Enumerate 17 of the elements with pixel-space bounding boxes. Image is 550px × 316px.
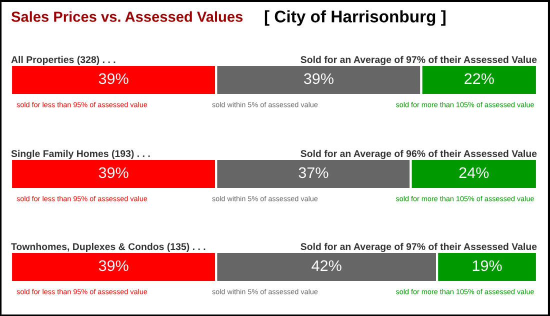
data-label: 39% xyxy=(98,73,128,84)
data-label: 24% xyxy=(459,167,489,178)
chart-subtitle: Sold for an Average of 97% of their Assessed Value xyxy=(300,56,537,65)
data-label: 42% xyxy=(312,260,342,272)
chart-title: All Properties (328) . . . xyxy=(11,56,116,65)
data-label: 39% xyxy=(304,73,334,84)
chart-title: Townhomes, Duplexes & Condos (135) . . . xyxy=(11,242,206,252)
chart-subtitle: Sold for an Average of 96% of their Assessed Value xyxy=(300,150,537,159)
chart-subtitle: Sold for an Average of 97% of their Assessed Value xyxy=(300,242,537,252)
data-label: 22% xyxy=(464,73,494,84)
data-label: 37% xyxy=(298,167,328,178)
data-label: 19% xyxy=(472,260,502,272)
chart-title: Single Family Homes (193) . . . xyxy=(11,150,150,159)
text: Sales Prices vs. Assessed Values xyxy=(11,11,243,22)
text: [ City of Harrisonburg ] xyxy=(264,10,446,26)
data-label: 39% xyxy=(98,260,128,272)
data-label: 39% xyxy=(98,167,128,178)
